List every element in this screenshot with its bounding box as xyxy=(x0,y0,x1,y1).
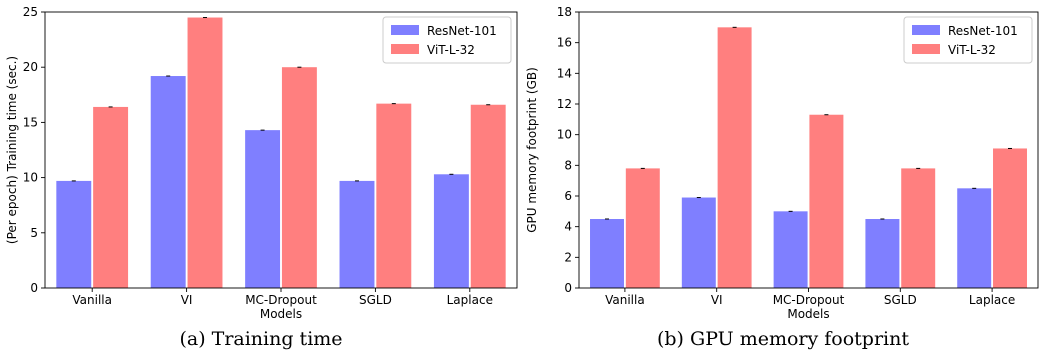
y-tick-label: 2 xyxy=(564,250,572,264)
bar-vit-l-32-vi xyxy=(187,17,223,289)
x-tick-label: MC-Dropout xyxy=(245,293,317,307)
bar-vit-l-32-sgld xyxy=(376,103,412,288)
bar-vit-l-32-vanilla xyxy=(93,106,129,288)
y-axis-label: GPU memory footprint (GB) xyxy=(525,67,539,233)
bar-resnet-101-sgld xyxy=(865,219,900,288)
y-tick-label: 4 xyxy=(564,220,572,234)
x-tick-label: Vanilla xyxy=(605,293,645,307)
caption-gpu-memory: (b) GPU memory footprint xyxy=(656,328,910,350)
y-tick-label: 10 xyxy=(557,128,572,142)
bar-vit-l-32-laplace xyxy=(993,148,1027,288)
y-tick-label: 0 xyxy=(564,281,572,295)
bar-resnet-101-vanilla xyxy=(590,219,624,288)
bar-vit-l-32-vanilla xyxy=(625,168,660,288)
y-tick-label: 20 xyxy=(23,60,38,74)
x-axis-label: Models xyxy=(787,307,829,321)
x-tick-label: SGLD xyxy=(359,293,392,307)
x-tick-label: MC-Dropout xyxy=(773,293,845,307)
y-tick-label: 25 xyxy=(23,5,38,19)
y-tick-label: 18 xyxy=(557,5,572,19)
bar-resnet-101-laplace xyxy=(957,188,992,288)
x-tick-label: Laplace xyxy=(969,293,1015,307)
bar-resnet-101-vanilla xyxy=(56,180,92,288)
y-tick-label: 5 xyxy=(30,226,38,240)
legend-label: ViT-L-32 xyxy=(427,43,475,57)
x-axis-label: Models xyxy=(260,307,302,321)
y-tick-label: 6 xyxy=(564,189,572,203)
bar-resnet-101-vi xyxy=(681,197,716,288)
bar-vit-l-32-laplace xyxy=(470,104,506,289)
legend-swatch xyxy=(912,44,940,54)
caption-training-time: (a) Training time xyxy=(179,328,343,350)
y-tick-label: 12 xyxy=(557,97,572,111)
bar-resnet-101-mc-dropout xyxy=(773,211,808,288)
legend-swatch xyxy=(391,44,419,54)
legend-swatch xyxy=(391,25,419,35)
legend-swatch xyxy=(912,25,940,35)
y-tick-label: 8 xyxy=(564,158,572,172)
y-tick-label: 16 xyxy=(557,36,572,50)
bar-resnet-101-laplace xyxy=(433,174,469,288)
bar-resnet-101-sgld xyxy=(339,180,375,288)
y-tick-label: 10 xyxy=(23,171,38,185)
y-axis-label: (Per epoch) Training time (sec.) xyxy=(5,56,19,244)
bar-vit-l-32-mc-dropout xyxy=(809,114,844,288)
x-tick-label: SGLD xyxy=(884,293,917,307)
bar-resnet-101-vi xyxy=(150,76,186,288)
y-tick-label: 0 xyxy=(30,281,38,295)
x-tick-label: Laplace xyxy=(447,293,493,307)
bar-resnet-101-mc-dropout xyxy=(245,130,281,288)
legend-label: ResNet-101 xyxy=(427,24,497,38)
legend-label: ViT-L-32 xyxy=(948,43,996,57)
y-tick-label: 15 xyxy=(23,115,38,129)
bar-vit-l-32-vi xyxy=(717,27,752,289)
x-tick-label: VI xyxy=(181,293,193,307)
training-time-chart: 0 5 10 15 20 25 Vanilla VI MC-Dropout SGLD Laplace… xyxy=(5,5,518,321)
bar-vit-l-32-mc-dropout xyxy=(281,67,317,288)
gpu-memory-chart: 0 2 4 6 8 10 12 14 16 18 Vanilla VI MC-Dropout SGLD La… xyxy=(525,5,1039,321)
bar-vit-l-32-sgld xyxy=(901,168,936,288)
x-tick-label: Vanilla xyxy=(72,293,112,307)
y-tick-label: 14 xyxy=(557,66,572,80)
x-tick-label: VI xyxy=(711,293,723,307)
legend-label: ResNet-101 xyxy=(948,24,1018,38)
